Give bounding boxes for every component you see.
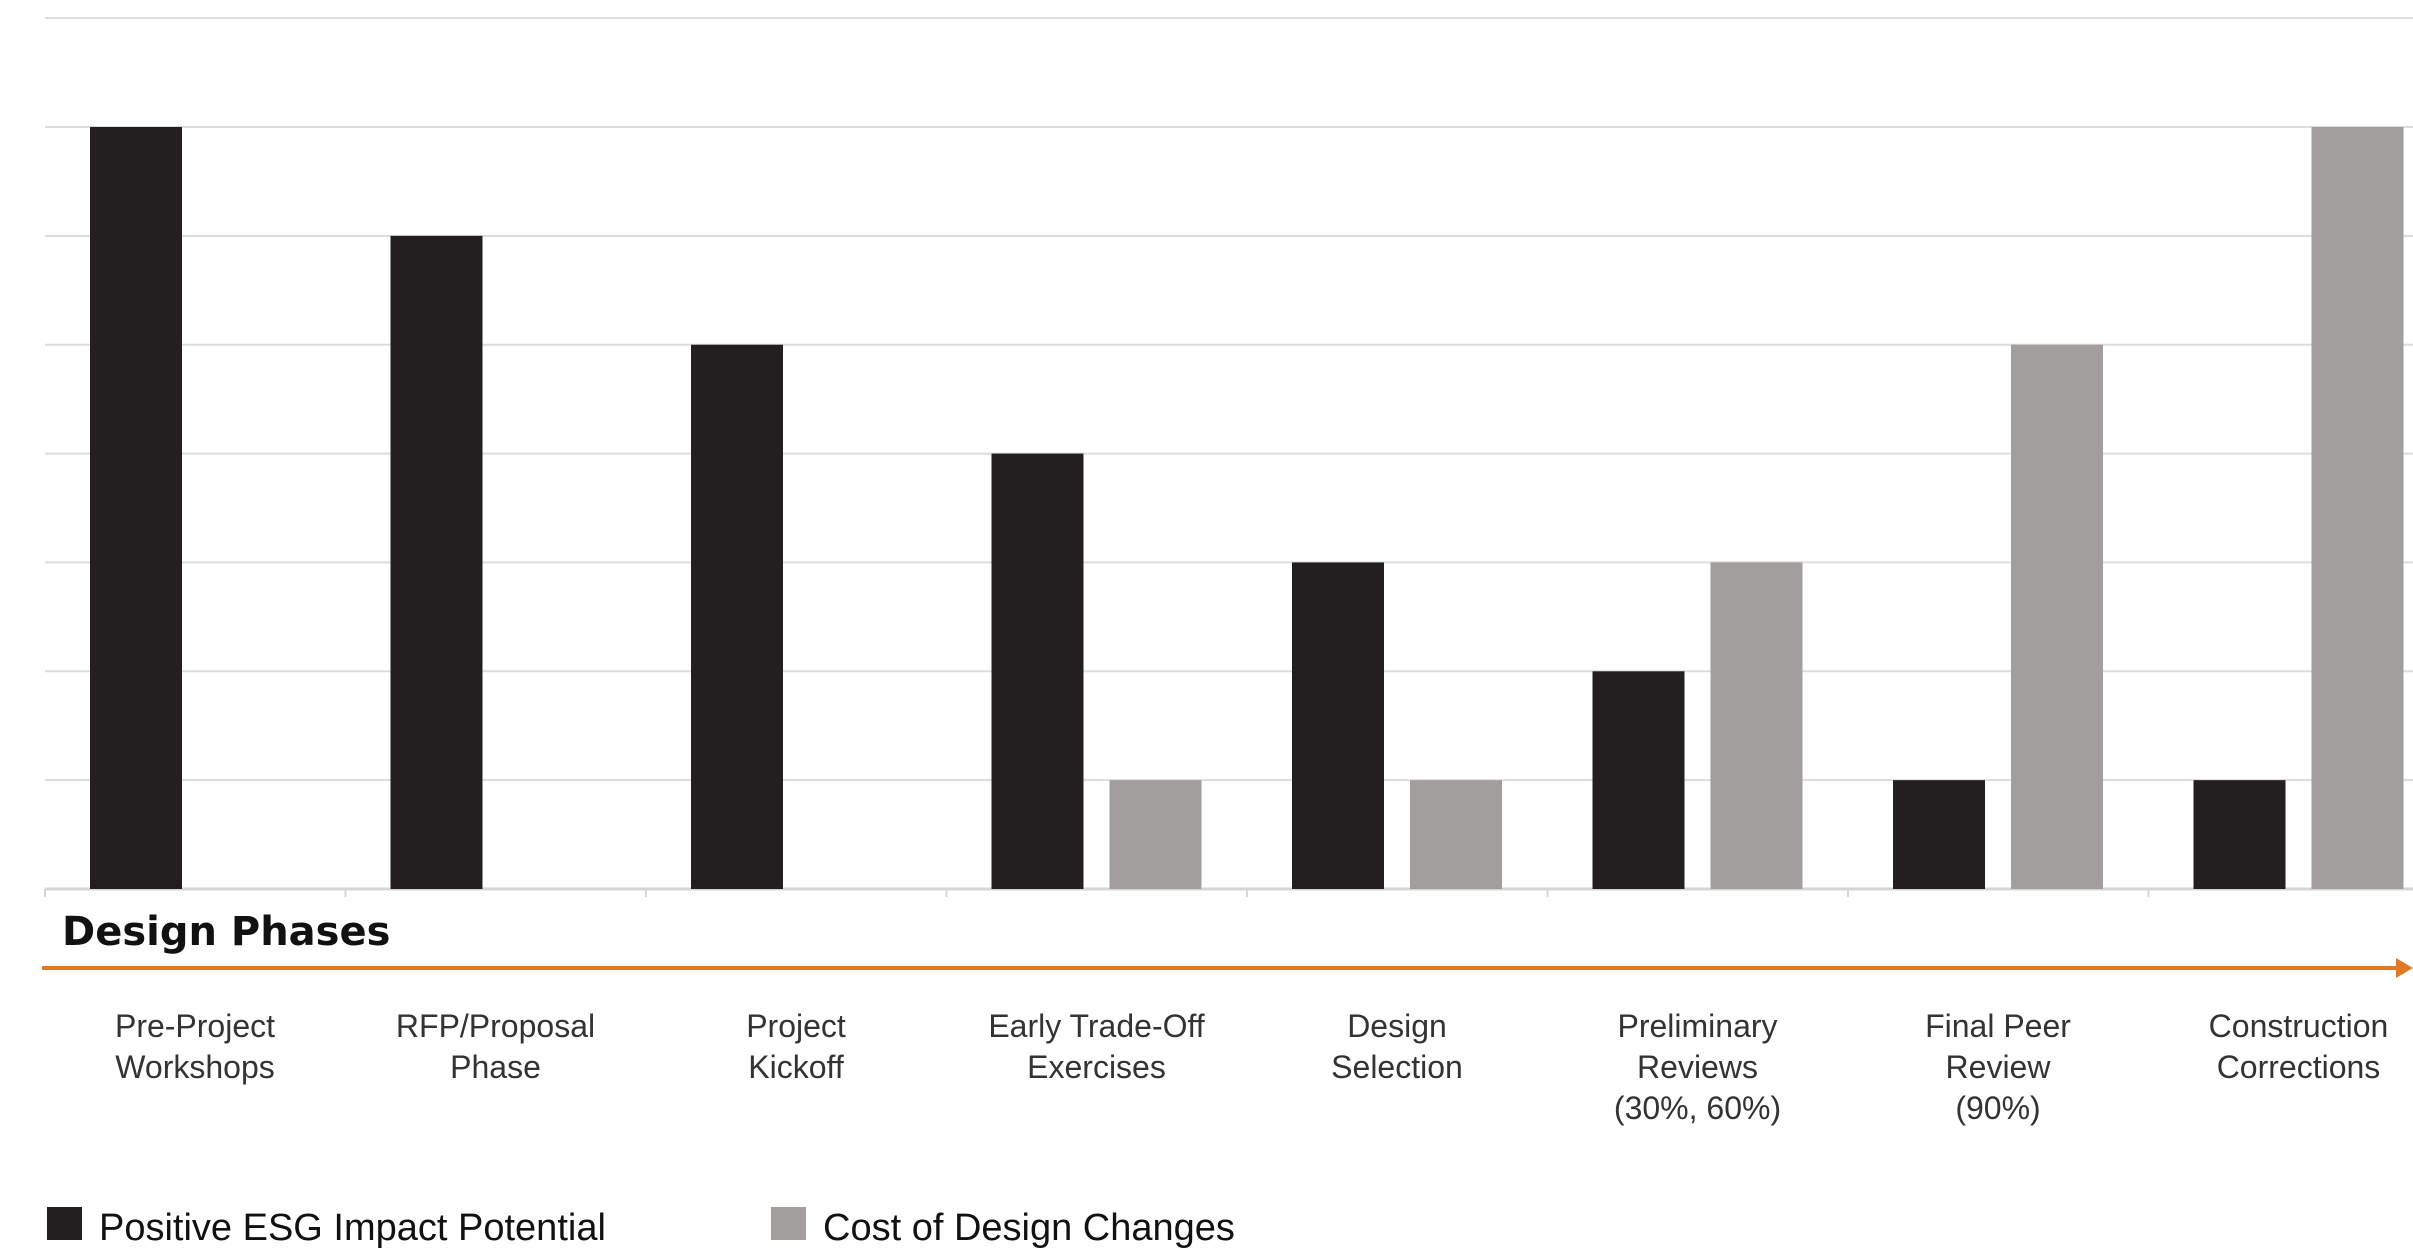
legend-label-positive-esg-impact-potential: Positive ESG Impact Potential	[99, 1207, 606, 1249]
bar-positive-esg-impact-potential-rfp-proposal-phase	[390, 235, 483, 889]
bar-positive-esg-impact-potential-early-trade-off-exercises	[991, 453, 1084, 889]
x-tick-label-early-trade-off-exercises: Early Trade-Off Exercises	[988, 1008, 1204, 1085]
bar-positive-esg-impact-potential-design-selection	[1292, 562, 1384, 889]
x-axis	[42, 958, 2413, 978]
legend-swatch-positive-esg-impact-potential	[47, 1207, 82, 1240]
bar-cost-of-design-changes-final-peer-review-90	[2011, 344, 2103, 889]
x-tick-label-project-kickoff: Project Kickoff	[746, 1008, 846, 1085]
x-tick-labels: Pre-Project Workshops RFP/Proposal Phase Pro…	[115, 1008, 2388, 1126]
bar-positive-esg-impact-potential-final-peer-review-90	[1893, 780, 1985, 889]
x-tick-label-preliminary-reviews-30-60: Preliminary Reviews (30%, 60%)	[1614, 1008, 1781, 1126]
bar-cost-of-design-changes-preliminary-reviews-30-60	[1710, 562, 1803, 889]
x-tick-label-construction-corrections: Construction Corrections	[2209, 1008, 2389, 1085]
legend-swatch-cost-of-design-changes	[771, 1207, 806, 1240]
legend-label-cost-of-design-changes: Cost of Design Changes	[823, 1207, 1235, 1249]
bar-positive-esg-impact-potential-preliminary-reviews-30-60	[1592, 671, 1685, 889]
legend: Positive ESG Impact Potential Cost of Des…	[47, 1207, 1235, 1249]
bars	[90, 127, 2404, 889]
x-tick-label-rfp-proposal-phase: RFP/Proposal Phase	[396, 1008, 595, 1085]
bar-cost-of-design-changes-construction-corrections	[2311, 127, 2404, 889]
bar-positive-esg-impact-potential-construction-corrections	[2193, 780, 2286, 889]
phase-arrow-head-icon	[2396, 958, 2413, 978]
bar-cost-of-design-changes-early-trade-off-exercises	[1109, 780, 1202, 889]
bar-positive-esg-impact-potential-pre-project-workshops	[90, 127, 182, 889]
x-tick-label-pre-project-workshops: Pre-Project Workshops	[115, 1008, 275, 1085]
bar-cost-of-design-changes-design-selection	[1410, 780, 1502, 889]
x-axis-title: Design Phases	[62, 909, 390, 955]
x-tick-label-final-peer-review-90: Final Peer Review (90%)	[1925, 1008, 2071, 1126]
bar-positive-esg-impact-potential-project-kickoff	[691, 344, 783, 889]
x-tick-label-design-selection: Design Selection	[1331, 1008, 1463, 1085]
